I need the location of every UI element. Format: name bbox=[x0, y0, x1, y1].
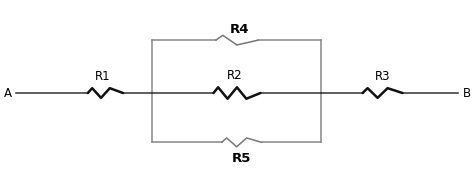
Text: A: A bbox=[3, 86, 11, 100]
Text: R3: R3 bbox=[375, 70, 390, 83]
Text: R2: R2 bbox=[227, 69, 242, 82]
Text: R4: R4 bbox=[229, 23, 249, 36]
Text: B: B bbox=[463, 86, 471, 100]
Text: R5: R5 bbox=[232, 152, 251, 165]
Text: R1: R1 bbox=[95, 70, 111, 83]
